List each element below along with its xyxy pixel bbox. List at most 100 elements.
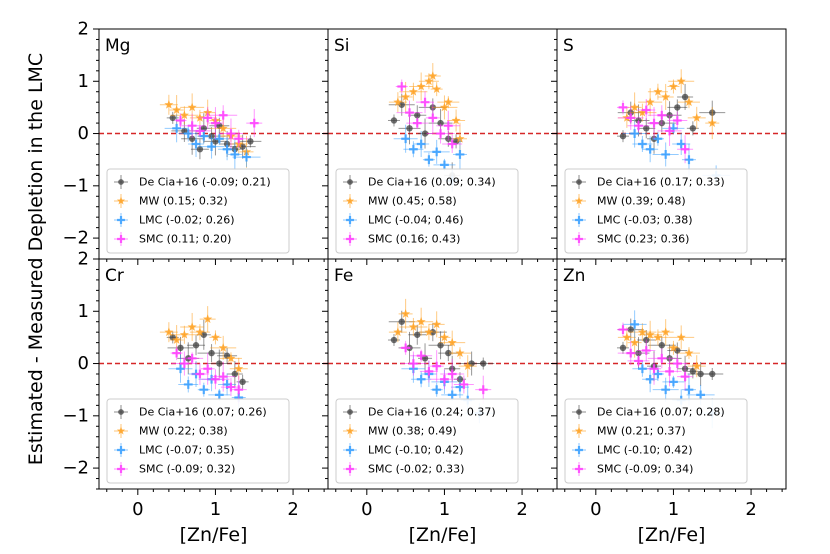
legend-marker <box>346 216 354 224</box>
x-tick-label: 0 <box>132 499 143 520</box>
data-point <box>672 116 682 125</box>
data-point <box>437 119 444 127</box>
data-point <box>684 348 694 357</box>
series-smc <box>616 322 694 391</box>
data-point <box>408 144 418 154</box>
data-point <box>432 84 442 93</box>
data-point <box>393 97 403 107</box>
data-point <box>661 92 671 101</box>
y-tick-label: 0 <box>78 353 89 374</box>
legend-box <box>335 168 519 254</box>
y-tick-label: −2 <box>62 458 89 479</box>
data-point <box>398 101 405 108</box>
data-point <box>408 322 418 331</box>
data-point <box>440 374 449 384</box>
legend-entry: SMC (-0.02; 0.33) <box>368 463 464 476</box>
data-point <box>709 370 716 378</box>
data-point <box>653 86 663 96</box>
data-point <box>634 356 643 366</box>
data-point <box>401 343 411 353</box>
data-point <box>480 360 487 367</box>
data-point <box>622 332 632 342</box>
data-point <box>176 364 185 374</box>
legend-marker <box>117 216 125 224</box>
data-point <box>208 349 215 357</box>
series-smc <box>399 340 492 404</box>
panel-si: Si De Cia+16 (0.09; 0.34) MW (0.45; 0.58) L… <box>322 28 558 265</box>
data-point <box>177 344 184 352</box>
series-smc <box>395 79 463 153</box>
data-point <box>183 380 193 389</box>
data-point <box>653 134 663 144</box>
data-point <box>398 318 405 325</box>
legend: De Cia+16 (0.24; 0.37) MW (0.38; 0.49) LMC… <box>335 398 519 484</box>
y-tick-label: 0 <box>78 123 89 144</box>
legend-marker <box>575 465 583 473</box>
data-point <box>416 139 426 149</box>
legend-entry: De Cia+16 (0.24; 0.37) <box>368 406 496 419</box>
legend-entry: De Cia+16 (0.17; 0.33) <box>597 176 725 189</box>
data-point <box>665 366 674 376</box>
data-point <box>203 364 213 374</box>
data-point <box>401 134 411 144</box>
legend-marker <box>116 196 126 205</box>
data-point <box>247 138 254 145</box>
panel-label: S <box>563 36 574 56</box>
data-point <box>696 390 706 400</box>
data-point <box>630 102 640 112</box>
data-point <box>183 129 193 138</box>
panel-fe-data <box>387 298 495 424</box>
data-point <box>203 113 213 123</box>
data-point <box>218 123 228 133</box>
series-lmc <box>164 114 261 171</box>
data-point <box>676 76 686 86</box>
data-point <box>445 349 452 357</box>
data-point <box>689 368 697 375</box>
legend-marker <box>117 446 125 454</box>
data-point <box>192 342 200 349</box>
series-mw <box>388 298 477 378</box>
data-point <box>216 360 223 367</box>
data-point <box>416 374 426 384</box>
panel-zn: Zn 0 1 2 [Zn/Fe] De Cia+16 (0.07; 0.28) MW (0.… <box>551 258 787 546</box>
legend-marker <box>574 196 584 205</box>
data-point <box>439 102 450 112</box>
data-point <box>187 102 197 112</box>
series-mw <box>388 63 467 155</box>
data-point <box>218 110 228 120</box>
data-point <box>661 327 671 337</box>
data-point <box>195 327 205 337</box>
data-point <box>424 366 434 376</box>
data-point <box>239 378 246 386</box>
data-point <box>661 150 671 159</box>
data-point <box>443 121 453 131</box>
legend-entry: LMC (-0.02; 0.26) <box>139 214 235 227</box>
data-point <box>680 372 690 382</box>
legend-marker <box>346 465 354 473</box>
data-point <box>455 348 465 357</box>
data-point <box>218 343 228 352</box>
data-point <box>199 131 209 141</box>
data-point <box>414 331 421 338</box>
legend-marker <box>347 409 353 415</box>
data-point <box>440 160 449 170</box>
data-point <box>416 81 426 91</box>
data-point <box>455 133 465 143</box>
data-point <box>179 330 189 339</box>
x-axis-label: [Zn/Fe] <box>180 524 248 546</box>
legend-entry: MW (0.15; 0.32) <box>139 195 228 208</box>
data-point <box>234 385 244 395</box>
y-axis-label: Estimated - Measured Depletion in the LM… <box>25 53 47 465</box>
data-point <box>619 132 627 140</box>
data-point <box>187 322 197 331</box>
data-point <box>432 147 442 157</box>
legend-marker <box>347 179 353 185</box>
data-point <box>231 370 239 378</box>
panel-cr-data <box>159 306 249 414</box>
data-point <box>645 97 655 107</box>
series-smc <box>174 105 263 149</box>
data-point <box>179 110 189 120</box>
legend: De Cia+16 (0.09; 0.34) MW (0.45; 0.58) LMC… <box>335 168 519 254</box>
data-point <box>234 134 244 144</box>
